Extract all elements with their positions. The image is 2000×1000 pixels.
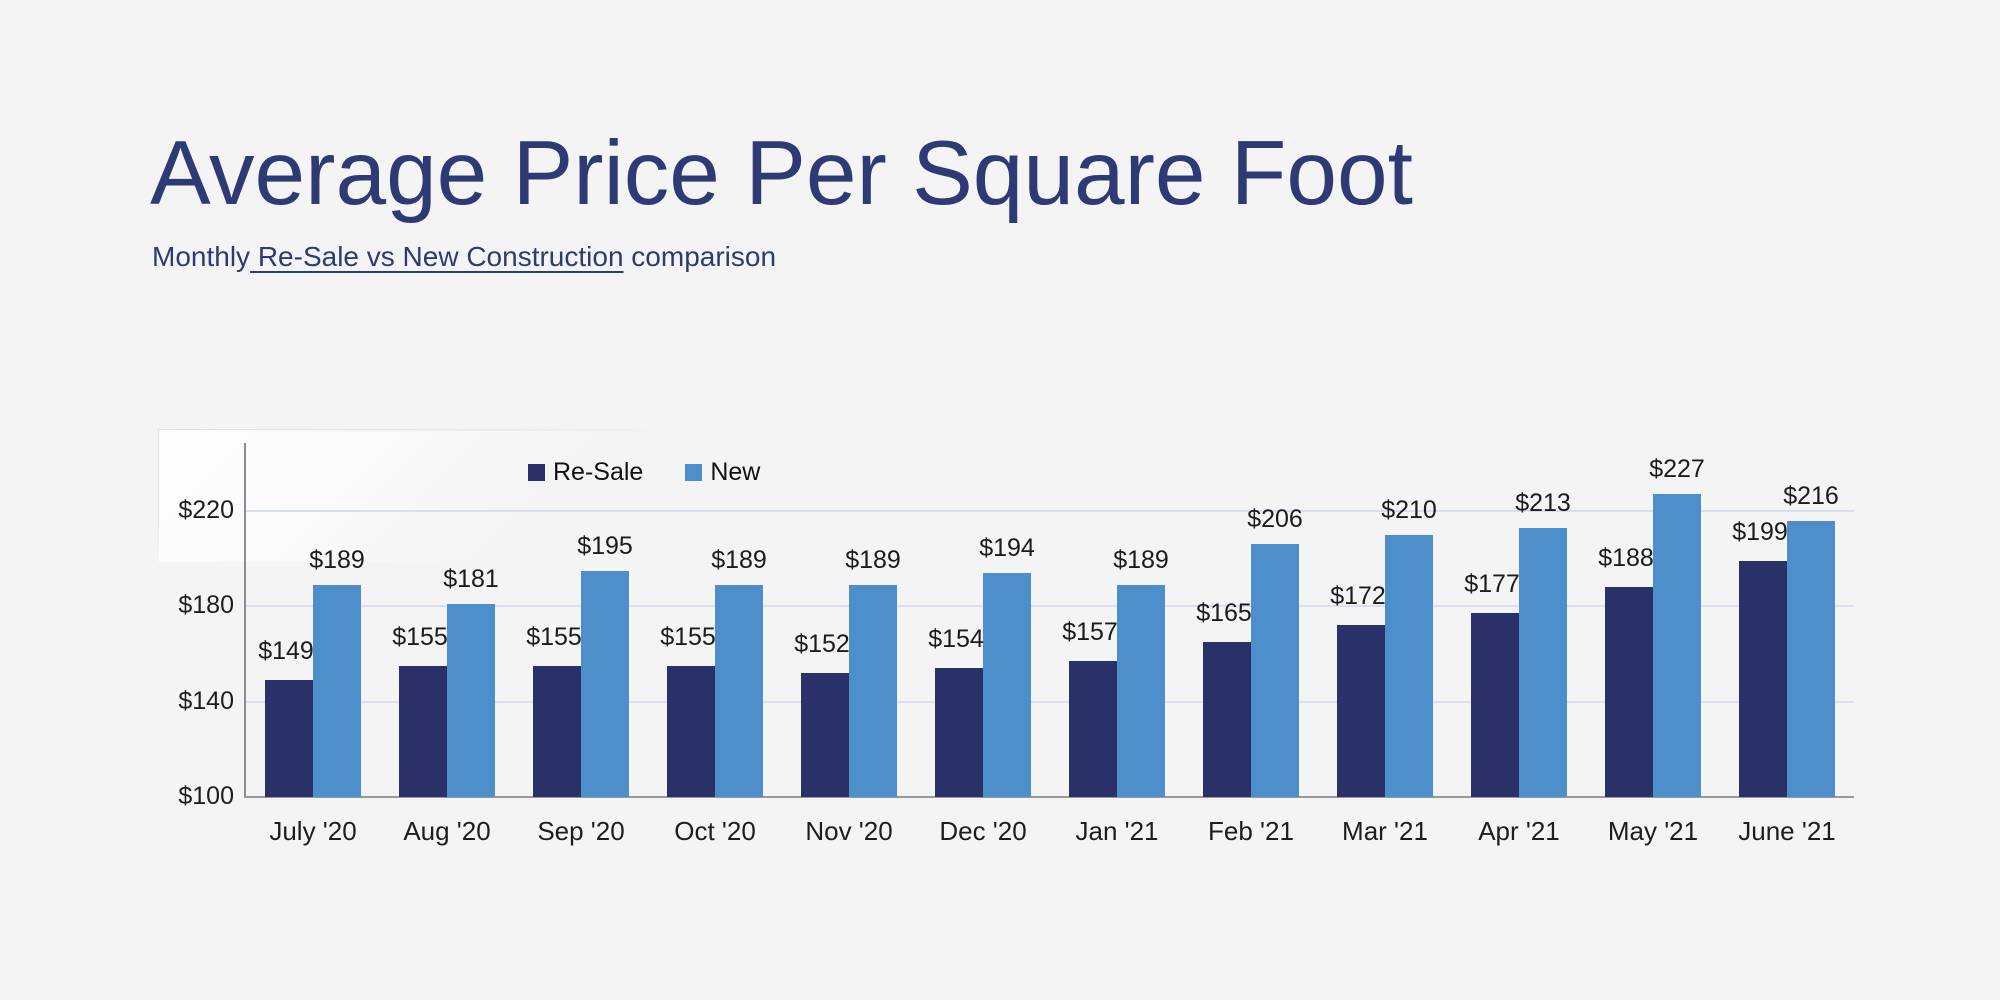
legend-label-new: New [710, 458, 761, 486]
bar-new [1519, 527, 1567, 797]
chart-legend: Re-Sale New [528, 458, 760, 486]
x-tick-label: Sep '20 [537, 816, 625, 846]
x-tick-label: Oct '20 [674, 816, 756, 846]
bar-new [1117, 584, 1165, 797]
bar-new [447, 603, 495, 797]
bar-value-label-new: $189 [845, 545, 901, 574]
bar-new [581, 570, 629, 797]
bar-value-label-resale: $152 [794, 630, 850, 659]
bar-value-label-new: $195 [577, 531, 633, 560]
bar-new [1787, 520, 1835, 797]
x-tick-label: Mar '21 [1342, 816, 1428, 846]
subtitle-prefix: Monthly [152, 241, 251, 272]
bar-value-label-resale: $188 [1598, 544, 1654, 573]
x-axis-line [244, 796, 1854, 798]
bar-value-label-new: $189 [711, 545, 767, 574]
bar-value-label-new: $210 [1381, 495, 1437, 524]
x-tick-label: Nov '20 [805, 816, 893, 846]
bar-resale [399, 665, 447, 797]
y-tick-label: $140 [178, 686, 234, 715]
bar-resale [1471, 613, 1519, 797]
bar-value-label-resale: $154 [928, 625, 984, 654]
bar-value-label-new: $206 [1247, 505, 1303, 534]
bar-value-label-new: $194 [979, 533, 1035, 562]
bar-value-label-resale: $155 [526, 622, 582, 651]
grid-line-140 [246, 700, 1854, 703]
y-tick-label: $220 [178, 496, 234, 524]
bar-resale [1605, 587, 1653, 797]
bar-resale [935, 668, 983, 797]
resale-swatch-icon [528, 463, 545, 481]
bar-value-label-resale: $172 [1330, 582, 1386, 611]
bar-value-label-new: $181 [443, 564, 499, 593]
bar-resale [801, 673, 849, 797]
bar-new [1653, 494, 1701, 797]
page-title: Average Price Per Square Foot [150, 123, 1413, 224]
y-tick-label: $100 [178, 782, 234, 810]
legend-item-resale: Re-Sale [528, 458, 643, 486]
card-top-edge [158, 429, 674, 431]
new-swatch-icon [685, 463, 703, 481]
y-tick-label: $180 [178, 591, 234, 620]
bar-value-label-resale: $149 [258, 637, 314, 666]
x-tick-label: May '21 [1607, 816, 1699, 846]
bar-resale [1069, 661, 1117, 797]
bar-value-label-new: $213 [1515, 488, 1571, 517]
bar-new [983, 572, 1031, 797]
bar-value-label-resale: $199 [1732, 518, 1788, 547]
bar-value-label-resale: $155 [392, 622, 448, 651]
subtitle-underlined-text: Re-Sale vs New Construction [250, 241, 624, 272]
bar-resale [1739, 561, 1787, 797]
bar-resale [265, 680, 313, 797]
bar-value-label-new: $227 [1649, 455, 1705, 484]
grid-line-180 [246, 605, 1854, 608]
legend-label-resale: Re-Sale [553, 458, 644, 486]
y-axis-line [244, 443, 246, 798]
x-tick-label: Apr '21 [1478, 816, 1560, 846]
bar-new [849, 584, 897, 797]
x-tick-label: Dec '20 [939, 816, 1027, 846]
grid-line-220 [246, 510, 1854, 512]
bar-resale [667, 665, 715, 797]
bar-value-label-new: $189 [1113, 545, 1169, 574]
x-tick-label: Feb '21 [1208, 816, 1294, 846]
bar-new [1251, 544, 1299, 797]
bar-resale [1337, 625, 1385, 797]
bar-new [313, 584, 361, 797]
bar-value-label-resale: $165 [1196, 599, 1252, 628]
page-subtitle: Monthly Re-Sale vs New Construction comp… [152, 240, 776, 274]
bar-new [1385, 534, 1433, 797]
bar-value-label-new: $216 [1783, 481, 1839, 510]
x-tick-label: Aug '20 [403, 816, 491, 846]
bar-value-label-new: $189 [309, 545, 365, 574]
x-tick-label: Jan '21 [1075, 816, 1159, 846]
bar-new [715, 584, 763, 797]
bar-value-label-resale: $157 [1062, 618, 1118, 647]
bar-value-label-resale: $177 [1464, 570, 1520, 599]
bar-resale [1203, 642, 1251, 797]
x-tick-label: June '21 [1738, 816, 1836, 846]
bar-value-label-resale: $155 [660, 622, 716, 651]
bar-resale [533, 665, 581, 797]
x-tick-label: July '20 [269, 816, 357, 846]
legend-item-new: New [685, 458, 760, 486]
subtitle-suffix: comparison [623, 241, 777, 272]
